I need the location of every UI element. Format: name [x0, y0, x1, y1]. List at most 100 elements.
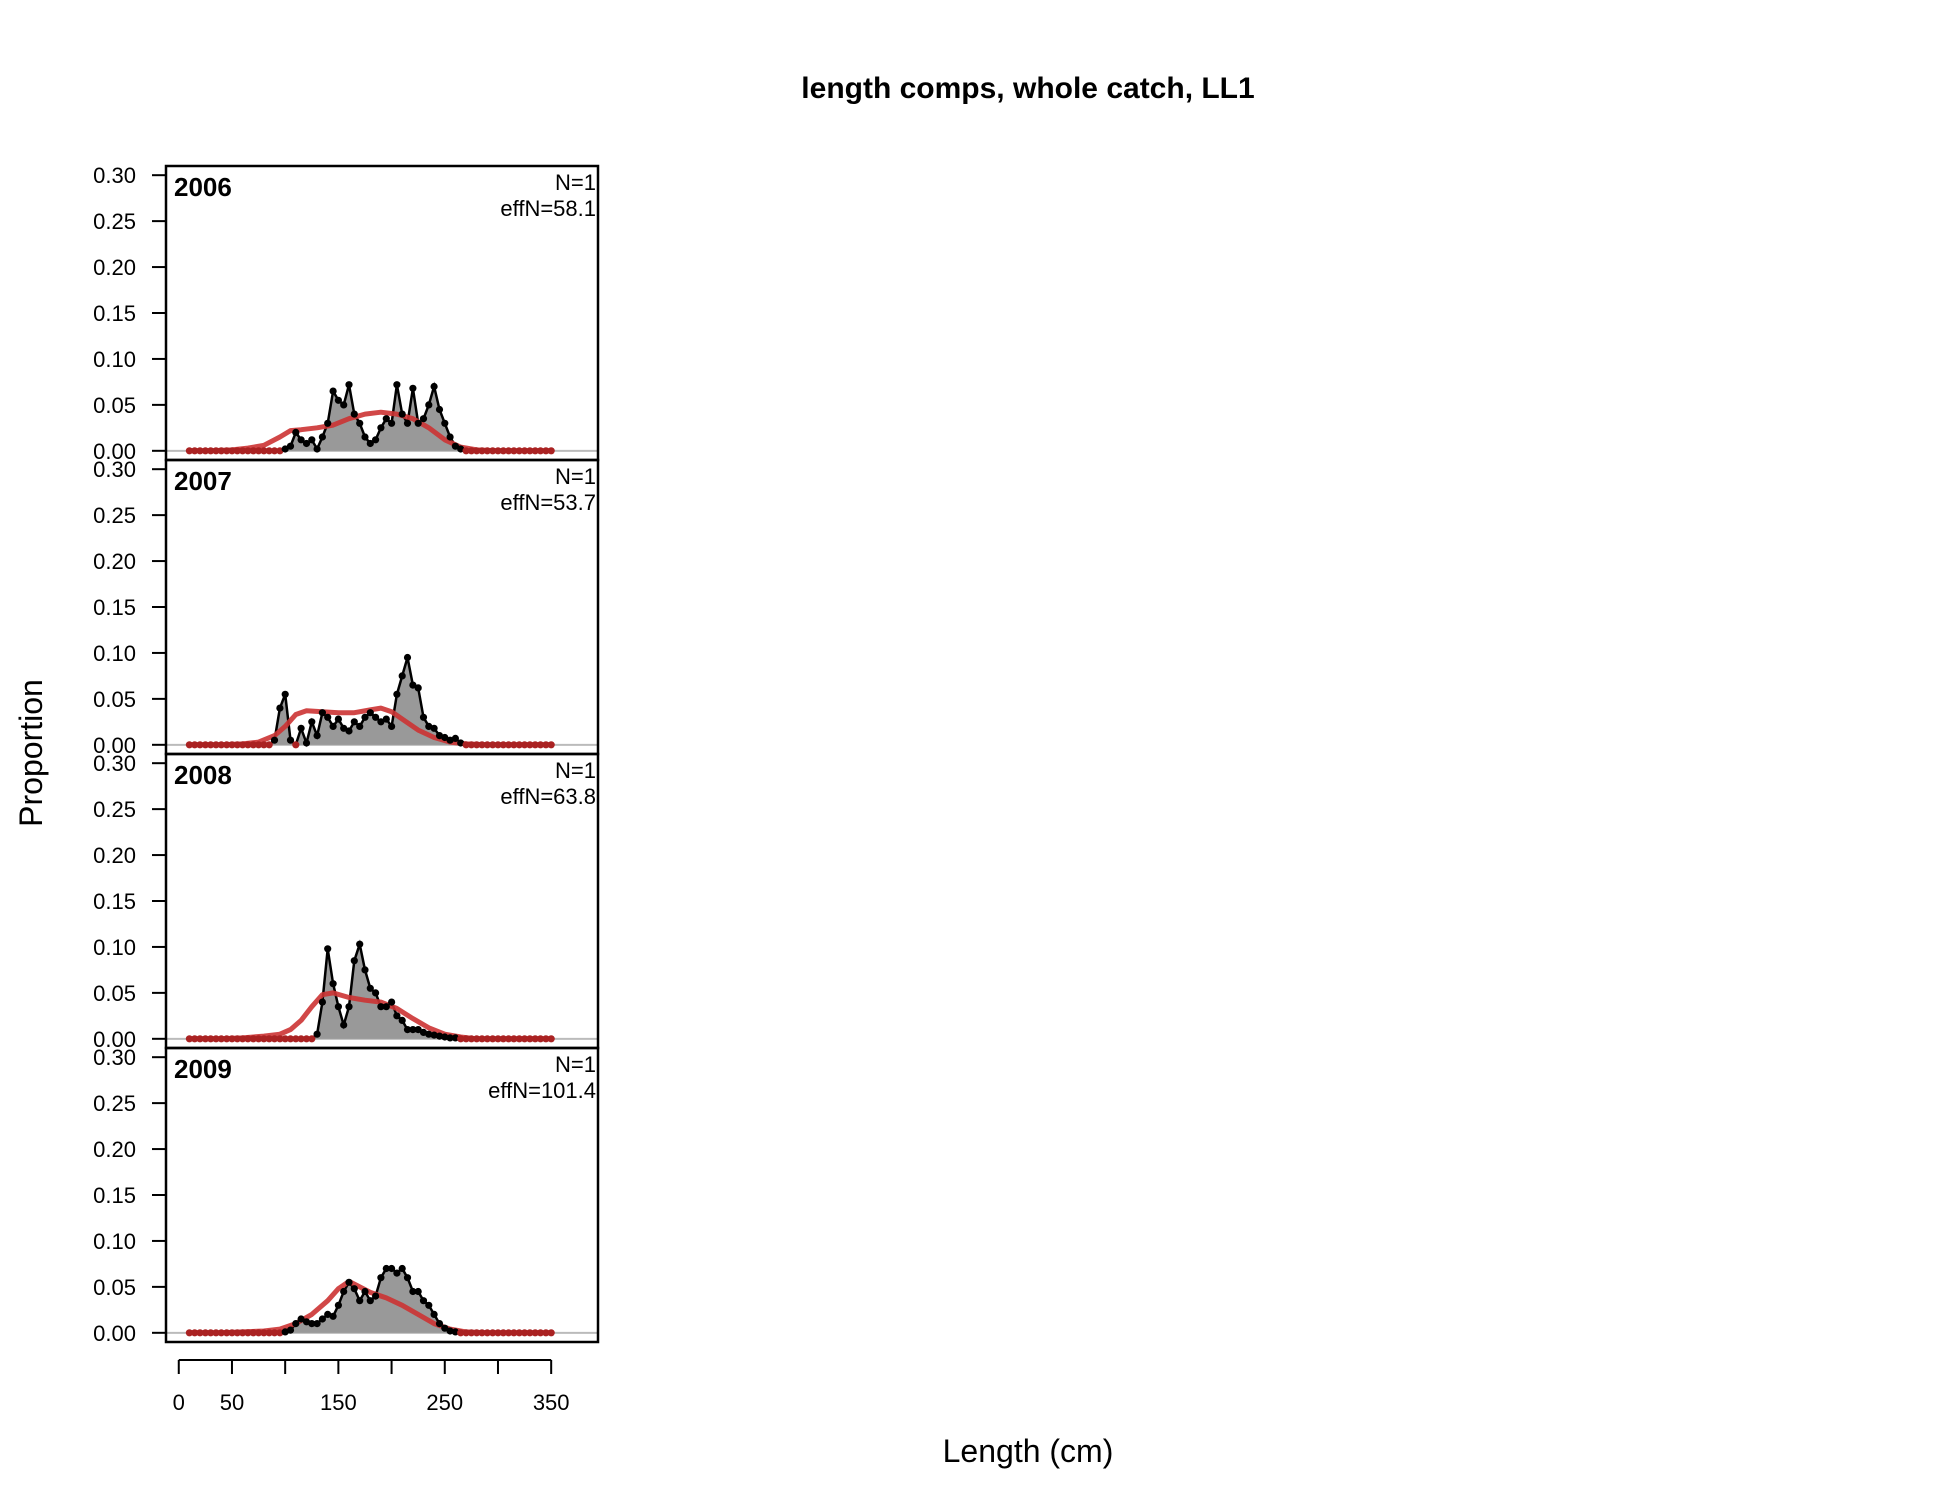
- observed-point: [483, 447, 491, 455]
- observed-point: [526, 1035, 534, 1043]
- observed-point: [361, 433, 369, 441]
- observed-point: [276, 1329, 284, 1337]
- observed-point: [356, 940, 364, 948]
- observed-point: [324, 713, 332, 721]
- y-tick-label: 0.15: [93, 1183, 136, 1208]
- observed-point: [281, 445, 289, 453]
- observed-point: [260, 741, 268, 749]
- observed-point: [531, 1035, 539, 1043]
- observed-point: [361, 1287, 369, 1296]
- observed-point: [473, 1035, 481, 1043]
- y-tick-label: 0.30: [93, 751, 136, 776]
- observed-point: [536, 1035, 545, 1043]
- observed-point: [462, 447, 470, 455]
- observed-point: [473, 1329, 481, 1337]
- observed-point: [403, 1274, 412, 1282]
- observed-point: [249, 447, 257, 455]
- observed-point: [441, 419, 449, 427]
- observed-point: [292, 1035, 300, 1043]
- y-tick-label: 0.00: [93, 1321, 136, 1346]
- observed-point: [430, 1310, 438, 1318]
- observed-point: [536, 1329, 545, 1337]
- panel-year-label: 2007: [174, 466, 232, 496]
- observed-point: [409, 681, 417, 689]
- observed-point: [510, 1329, 518, 1337]
- observed-point: [244, 741, 252, 749]
- observed-point: [318, 1315, 326, 1323]
- observed-point: [281, 690, 289, 698]
- observed-point: [286, 442, 295, 450]
- observed-point: [505, 1329, 513, 1337]
- observed-point: [191, 741, 199, 749]
- observed-point: [457, 1329, 465, 1337]
- observed-point: [467, 447, 475, 455]
- observed-point: [377, 1003, 385, 1011]
- observed-point: [334, 396, 342, 404]
- observed-point: [244, 1035, 252, 1043]
- observed-point: [547, 447, 555, 455]
- observed-point: [393, 1012, 401, 1020]
- observed-point: [489, 741, 497, 749]
- observed-point: [505, 447, 513, 455]
- observed-point: [196, 1329, 204, 1337]
- observed-point: [430, 382, 438, 391]
- observed-point: [302, 439, 311, 448]
- observed-point: [207, 1035, 215, 1043]
- observed-area: [189, 1268, 552, 1333]
- observed-point: [228, 1035, 236, 1043]
- y-tick-label: 0.00: [93, 439, 136, 464]
- observed-area: [189, 657, 552, 745]
- observed-point: [510, 741, 518, 749]
- observed-point: [515, 1035, 523, 1043]
- y-axis-title: Proportion: [13, 679, 49, 827]
- observed-point: [292, 741, 300, 749]
- observed-point: [239, 1035, 247, 1043]
- observed-point: [313, 1030, 321, 1038]
- observed-point: [462, 1035, 470, 1043]
- observed-point: [308, 1320, 316, 1328]
- observed-point: [255, 1329, 263, 1337]
- x-tick-label: 0: [173, 1390, 185, 1415]
- y-tick-label: 0.25: [93, 209, 136, 234]
- observed-point: [515, 1329, 523, 1337]
- observed-point: [212, 447, 220, 455]
- observed-point: [292, 1320, 300, 1328]
- observed-point: [350, 718, 358, 726]
- observed-point: [382, 1264, 390, 1273]
- observed-point: [505, 1035, 513, 1043]
- observed-point: [366, 709, 374, 717]
- panel-effn-label: effN=58.1: [500, 196, 596, 221]
- observed-point: [207, 741, 215, 749]
- observed-point: [265, 447, 273, 455]
- observed-point: [212, 1329, 220, 1337]
- observed-point: [239, 1329, 247, 1337]
- observed-point: [419, 415, 428, 423]
- panel-year-label: 2006: [174, 172, 232, 202]
- observed-point: [185, 447, 193, 455]
- observed-point: [292, 428, 300, 436]
- observed-point: [467, 1035, 475, 1043]
- observed-point: [276, 704, 284, 712]
- observed-point: [313, 1320, 321, 1328]
- observed-point: [239, 741, 247, 749]
- observed-point: [302, 1035, 311, 1043]
- observed-point: [223, 1035, 231, 1043]
- y-tick-label: 0.05: [93, 687, 136, 712]
- observed-point: [526, 741, 534, 749]
- y-tick-label: 0.10: [93, 347, 136, 372]
- observed-point: [286, 736, 295, 744]
- observed-point: [382, 715, 390, 723]
- y-tick-label: 0.20: [93, 843, 136, 868]
- y-tick-label: 0.05: [93, 1275, 136, 1300]
- y-tick-label: 0.30: [93, 1045, 136, 1070]
- observed-point: [350, 957, 358, 965]
- observed-point: [494, 1329, 502, 1337]
- observed-point: [393, 1269, 401, 1277]
- y-tick-label: 0.20: [93, 255, 136, 280]
- observed-point: [324, 419, 332, 427]
- observed-point: [334, 1003, 342, 1011]
- observed-point: [515, 447, 523, 455]
- observed-point: [457, 739, 465, 747]
- observed-point: [542, 1329, 550, 1337]
